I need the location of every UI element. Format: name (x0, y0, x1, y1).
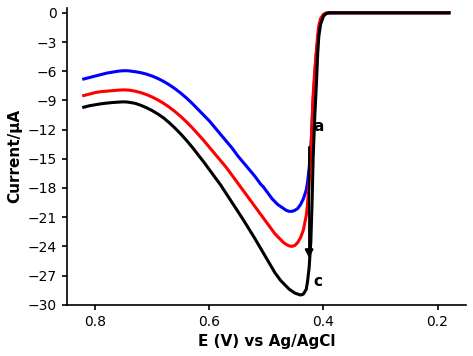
X-axis label: E (V) vs Ag/AgCl: E (V) vs Ag/AgCl (198, 334, 335, 349)
Y-axis label: Current/μA: Current/μA (7, 109, 22, 203)
Text: c: c (313, 274, 322, 289)
Text: a: a (313, 120, 324, 135)
